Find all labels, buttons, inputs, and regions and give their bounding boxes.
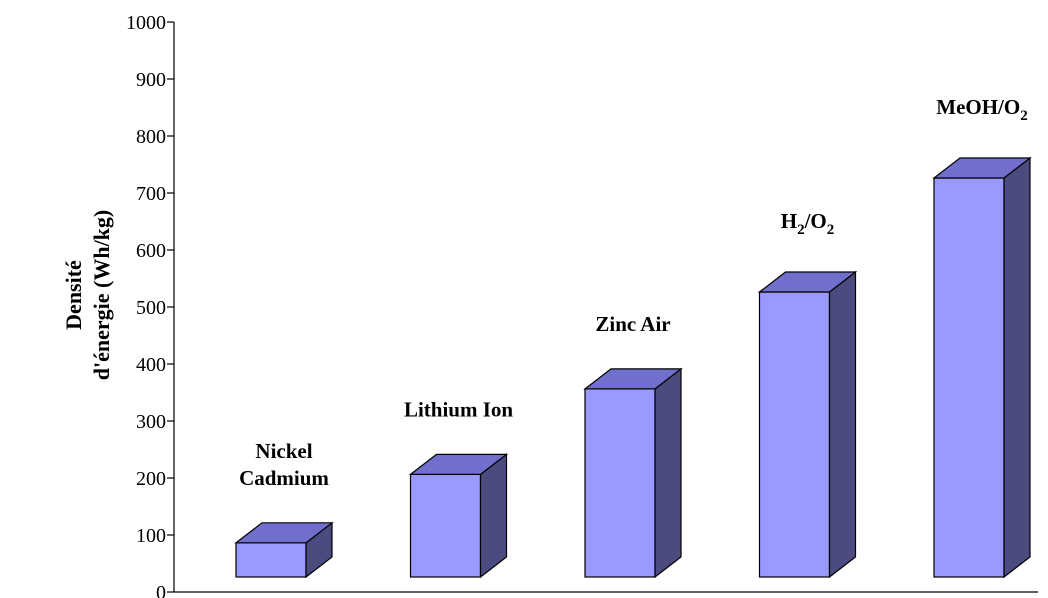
bar-top	[234, 522, 334, 544]
bar-category-label: MeOH/O2	[936, 95, 1027, 124]
y-axis-title-line: Densité	[61, 260, 86, 330]
y-tick-label: 900	[136, 69, 166, 91]
bar	[757, 270, 858, 579]
y-tick-label: 400	[136, 354, 166, 376]
bar-top	[408, 453, 509, 475]
bar-side	[479, 453, 508, 579]
y-tick-label: 800	[136, 126, 166, 148]
bar-category-label: H2/O2	[781, 209, 835, 238]
bar-front	[235, 542, 307, 578]
bar-side	[1003, 156, 1031, 579]
y-tick-label: 0	[156, 582, 166, 598]
bar-category-label: Nickel Cadmium	[239, 439, 329, 490]
bar	[234, 521, 334, 579]
y-tick-label: 600	[136, 240, 166, 262]
bars	[234, 156, 1032, 579]
bar-side	[654, 367, 682, 579]
bar-category-label-line: Zinc Air	[595, 312, 670, 336]
bar-labels: Nickel Cadmium Lithium Ion Zinc Air H2/O2 MeO…	[239, 95, 1028, 490]
bar-category-label-line: Cadmium	[239, 466, 329, 490]
bar	[408, 453, 509, 579]
y-tick-label: 300	[136, 411, 166, 433]
bar-category-label-line: Nickel	[255, 439, 312, 463]
y-axis-title-line: d'énergie (Wh/kg)	[89, 210, 114, 381]
bar-category-label-line: Lithium Ion	[404, 397, 513, 421]
y-tick-label: 100	[136, 525, 166, 547]
y-axis: 0 100 200 300 400 500 600 700 800 900 1000	[126, 12, 1038, 598]
bar	[932, 156, 1032, 579]
bar-front	[409, 473, 482, 578]
bar	[583, 367, 683, 579]
bar-front	[933, 177, 1005, 578]
bar-top	[932, 157, 1032, 179]
y-tick-label: 1000	[126, 12, 166, 34]
bar-front	[584, 388, 656, 578]
y-axis-title: Densité d'énergie (Wh/kg)	[61, 210, 114, 381]
y-tick-label: 700	[136, 183, 166, 205]
bar-category-label: Zinc Air	[595, 312, 670, 336]
bar-top	[583, 368, 683, 390]
bar-front	[758, 291, 831, 578]
bar-side	[828, 270, 857, 579]
y-tick-label: 500	[136, 297, 166, 319]
bar-top	[757, 271, 858, 293]
y-axis-label: Densité d'énergie (Wh/kg)	[61, 210, 114, 381]
bar-category-label: Lithium Ion	[404, 397, 513, 421]
y-tick-label: 200	[136, 468, 166, 490]
